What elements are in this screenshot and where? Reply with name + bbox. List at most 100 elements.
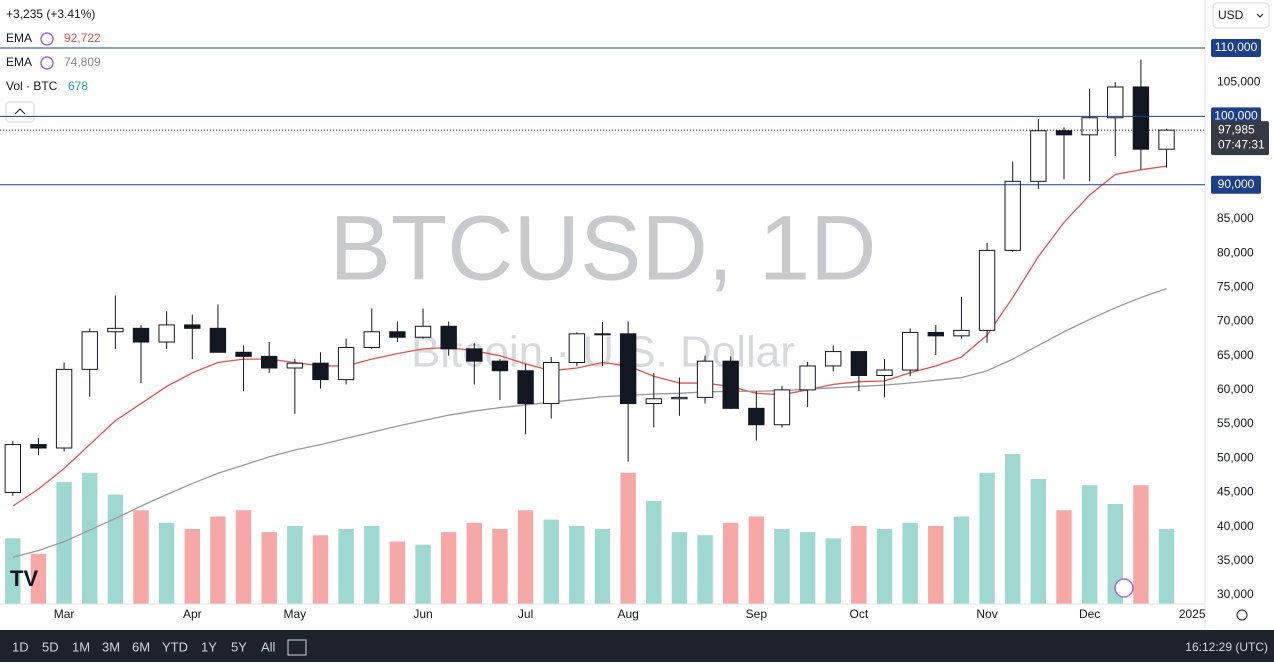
candle-body [1158,129,1175,150]
collapse-button[interactable] [5,101,35,123]
volume-bar [440,532,457,604]
candle-body [4,444,22,493]
candle-body [876,369,893,377]
volume-bar [1081,485,1098,604]
x-tick-label: Nov [976,607,997,621]
currency-select[interactable] [1212,2,1270,29]
price-tag [1211,121,1269,156]
candle-body [81,331,98,370]
timeframe-button[interactable]: 1M [72,639,90,654]
assistant-icon[interactable] [1114,578,1134,598]
candle-body [440,325,457,350]
candle-body [337,346,355,381]
timeframe-button[interactable]: All [261,639,276,654]
volume-bar [697,535,713,604]
candle-body [286,362,304,369]
volume-bar [517,510,534,604]
timeframe-button[interactable]: 1D [12,639,29,654]
y-tick-label: 55,000 [1217,416,1254,430]
candle-body [1132,86,1150,150]
calendar-icon[interactable] [287,639,307,656]
volume-bar [620,472,636,604]
volume-bar [107,494,124,604]
timeframe-button[interactable]: 6M [132,639,150,654]
y-tick-label: 70,000 [1217,314,1254,328]
indicator-icon [40,56,54,70]
candle-body [1004,180,1021,251]
candle-body [491,360,509,372]
volume-bar [261,532,277,604]
volume-bar [1133,485,1149,604]
volume-bar [569,525,585,604]
collapse-icon [14,108,26,115]
candle-body [414,325,432,338]
level-tag [1211,39,1261,57]
candle-body [107,327,124,333]
volume-bar [287,525,303,604]
volume-bar [825,538,841,604]
timeframe-button[interactable]: 5Y [231,639,247,654]
level-label: 100,000 [1214,109,1258,123]
candle-body [1030,130,1047,182]
timeframe-button[interactable]: 1Y [201,639,217,654]
y-tick-label: 80,000 [1217,245,1254,259]
volume-bar [851,525,867,604]
clock: 16:12:29 (UTC) [1185,640,1268,654]
x-tick-label: Jun [413,607,432,621]
candle-body [722,360,739,409]
candle-body [901,331,919,371]
toolbar [0,630,1274,662]
ema-line [12,165,1167,507]
volume-bar [415,544,431,604]
volume-bar [133,510,149,604]
timeframe-button[interactable]: 3M [102,639,120,654]
candle-body [927,331,944,337]
candle-body [619,333,637,405]
volume-bar [1005,454,1021,604]
candle-body [158,324,175,343]
candle-body [773,389,791,426]
candle-body [261,355,278,369]
timeframe-button[interactable]: YTD [162,639,188,654]
volume-bar [799,532,816,604]
indicator-name: EMA [6,31,32,45]
volume-bar [1056,510,1072,604]
y-tick-label: 85,000 [1217,211,1254,225]
candle-body [363,331,380,348]
watermark-title: BTCUSD, 1D [330,197,877,299]
x-tick-label: May [284,607,307,621]
timeframe-button[interactable]: 5D [42,639,59,654]
candle-body [1055,130,1073,136]
volume-bar [158,522,175,604]
settings-icon[interactable] [1236,609,1248,621]
candle-body [543,362,560,405]
y-tick-label: 45,000 [1217,485,1254,499]
candle-body [55,368,73,449]
y-tick-label: 50,000 [1217,450,1254,464]
candle-body [184,324,201,329]
volume-bar [723,522,739,604]
x-tick-label: Jul [518,607,533,621]
volume-bar [312,535,329,604]
volume-bar [492,529,508,604]
dropdown-icon [1256,13,1264,18]
volume-bar [594,529,611,604]
volume-bar [364,525,380,604]
indicator-name: EMA [6,55,32,69]
y-tick-label: 60,000 [1217,382,1254,396]
candle-body [671,396,688,400]
volume-bar [235,510,252,604]
candle-body [30,444,47,449]
currency: USD [1218,8,1244,22]
logo: TV [10,566,38,591]
candle-body [645,398,662,405]
volume-bar [30,554,47,604]
volume-bar [876,529,893,604]
indicator-value: 92,722 [64,31,101,45]
volume-bar [646,500,662,604]
candle-body [696,360,714,398]
plot [4,59,1175,604]
countdown: 07:47:31 [1218,137,1265,151]
level-tag [1211,107,1261,126]
